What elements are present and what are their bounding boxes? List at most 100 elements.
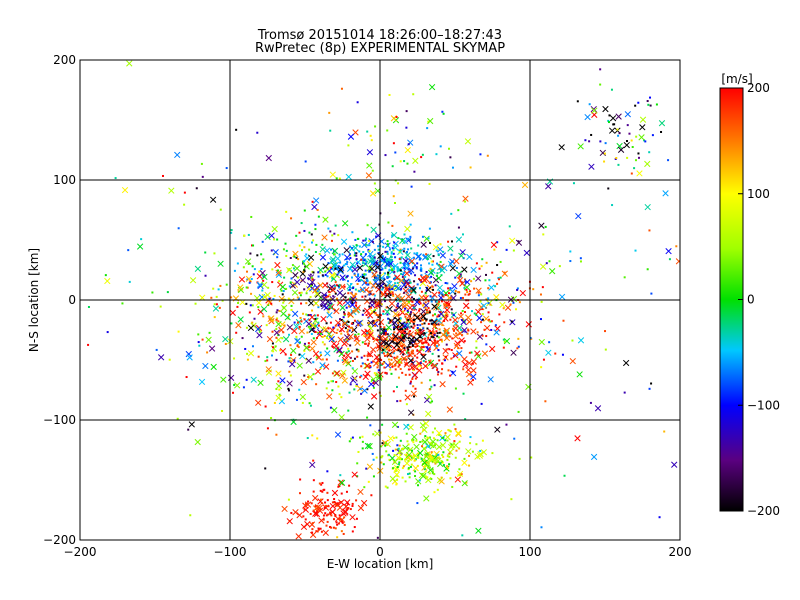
data-point-dot bbox=[298, 492, 301, 495]
data-point-dot bbox=[407, 318, 410, 321]
data-point-dot bbox=[324, 501, 327, 504]
data-point-dot bbox=[347, 409, 350, 412]
data-point-dot bbox=[545, 262, 548, 265]
data-point-dot bbox=[424, 306, 427, 309]
data-point-dot bbox=[414, 274, 417, 277]
data-point-x bbox=[278, 295, 285, 303]
data-point-dot bbox=[338, 484, 341, 487]
data-point-dot bbox=[348, 484, 351, 487]
data-point-dot bbox=[389, 260, 392, 263]
data-point-dot bbox=[419, 302, 422, 305]
data-point-dot bbox=[485, 273, 488, 276]
data-point-dot bbox=[288, 359, 291, 362]
data-point-dot bbox=[399, 160, 402, 163]
data-point-x bbox=[452, 442, 459, 449]
data-point-x bbox=[387, 260, 394, 267]
data-point-x bbox=[423, 396, 431, 404]
data-point-dot bbox=[189, 514, 192, 517]
data-point-dot bbox=[405, 126, 408, 129]
data-point-dot bbox=[464, 200, 467, 203]
x-tick-label: −200 bbox=[64, 545, 97, 559]
data-point-dot bbox=[287, 498, 290, 501]
data-point-dot bbox=[436, 345, 439, 348]
data-point-dot bbox=[425, 253, 428, 256]
data-point-x bbox=[421, 426, 428, 433]
data-point-x bbox=[523, 249, 530, 257]
data-point-dot bbox=[649, 104, 652, 107]
data-point-dot bbox=[468, 464, 471, 467]
data-point-dot bbox=[248, 281, 251, 284]
colorbar-label: [m/s] bbox=[721, 72, 752, 86]
data-point-dot bbox=[569, 250, 572, 253]
data-point-dot bbox=[277, 320, 280, 323]
data-point-dot bbox=[424, 360, 427, 363]
data-point-dot bbox=[421, 153, 424, 156]
data-point-dot bbox=[332, 526, 335, 529]
data-point-dot bbox=[439, 260, 442, 263]
data-point-dot bbox=[468, 292, 471, 295]
data-point-x bbox=[229, 309, 236, 316]
data-point-x bbox=[405, 293, 412, 300]
data-point-dot bbox=[459, 273, 462, 276]
data-point-dot bbox=[393, 331, 396, 334]
data-point-x bbox=[363, 362, 370, 370]
data-point-x bbox=[401, 302, 408, 310]
data-point-dot bbox=[406, 473, 409, 476]
data-point-x bbox=[341, 319, 349, 327]
data-point-x bbox=[319, 254, 327, 261]
data-point-dot bbox=[350, 266, 353, 269]
data-point-dot bbox=[372, 475, 375, 478]
data-point-dot bbox=[668, 258, 671, 261]
data-point-dot bbox=[341, 521, 344, 524]
data-point-dot bbox=[376, 366, 379, 369]
data-point-dot bbox=[335, 521, 338, 524]
data-point-dot bbox=[373, 257, 376, 260]
data-point-dot bbox=[380, 292, 383, 295]
data-point-dot bbox=[307, 325, 310, 328]
data-point-dot bbox=[304, 265, 307, 268]
data-point-dot bbox=[433, 473, 436, 476]
data-point-dot bbox=[628, 132, 631, 135]
data-point-x bbox=[462, 361, 469, 368]
data-point-dot bbox=[114, 177, 117, 180]
data-point-dot bbox=[323, 334, 326, 337]
data-point-dot bbox=[314, 318, 317, 321]
data-point-dot bbox=[360, 356, 363, 359]
data-point-dot bbox=[430, 451, 433, 454]
data-point-dot bbox=[314, 302, 317, 305]
data-point-dot bbox=[87, 306, 90, 309]
data-point-dot bbox=[330, 526, 333, 529]
data-point-dot bbox=[295, 234, 298, 237]
data-point-dot bbox=[151, 291, 154, 294]
data-point-dot bbox=[397, 376, 400, 379]
data-point-x bbox=[208, 345, 216, 352]
data-point-dot bbox=[442, 112, 445, 115]
data-point-dot bbox=[416, 283, 419, 286]
data-point-dot bbox=[288, 268, 291, 271]
data-point-dot bbox=[328, 293, 331, 296]
data-point-x bbox=[282, 336, 290, 343]
data-point-dot bbox=[361, 262, 364, 265]
data-point-dot bbox=[435, 453, 438, 456]
data-point-x bbox=[407, 210, 414, 217]
data-point-x bbox=[428, 83, 436, 91]
data-point-dot bbox=[457, 277, 460, 280]
data-point-dot bbox=[647, 103, 650, 106]
data-point-x bbox=[357, 488, 364, 496]
data-point-dot bbox=[484, 279, 487, 282]
data-point-dot bbox=[242, 266, 245, 269]
data-point-x bbox=[257, 308, 264, 315]
data-point-x bbox=[405, 451, 413, 459]
data-point-dot bbox=[502, 307, 505, 310]
data-point-dot bbox=[432, 459, 435, 462]
data-point-dot bbox=[437, 254, 440, 257]
data-point-x bbox=[299, 393, 306, 401]
data-point-x bbox=[393, 323, 400, 331]
data-point-x bbox=[244, 258, 252, 265]
data-point-x bbox=[379, 278, 386, 285]
data-point-x bbox=[250, 376, 257, 383]
data-point-dot bbox=[604, 348, 607, 351]
data-point-x bbox=[419, 422, 427, 429]
data-point-x bbox=[321, 234, 328, 241]
data-point-dot bbox=[256, 254, 259, 257]
